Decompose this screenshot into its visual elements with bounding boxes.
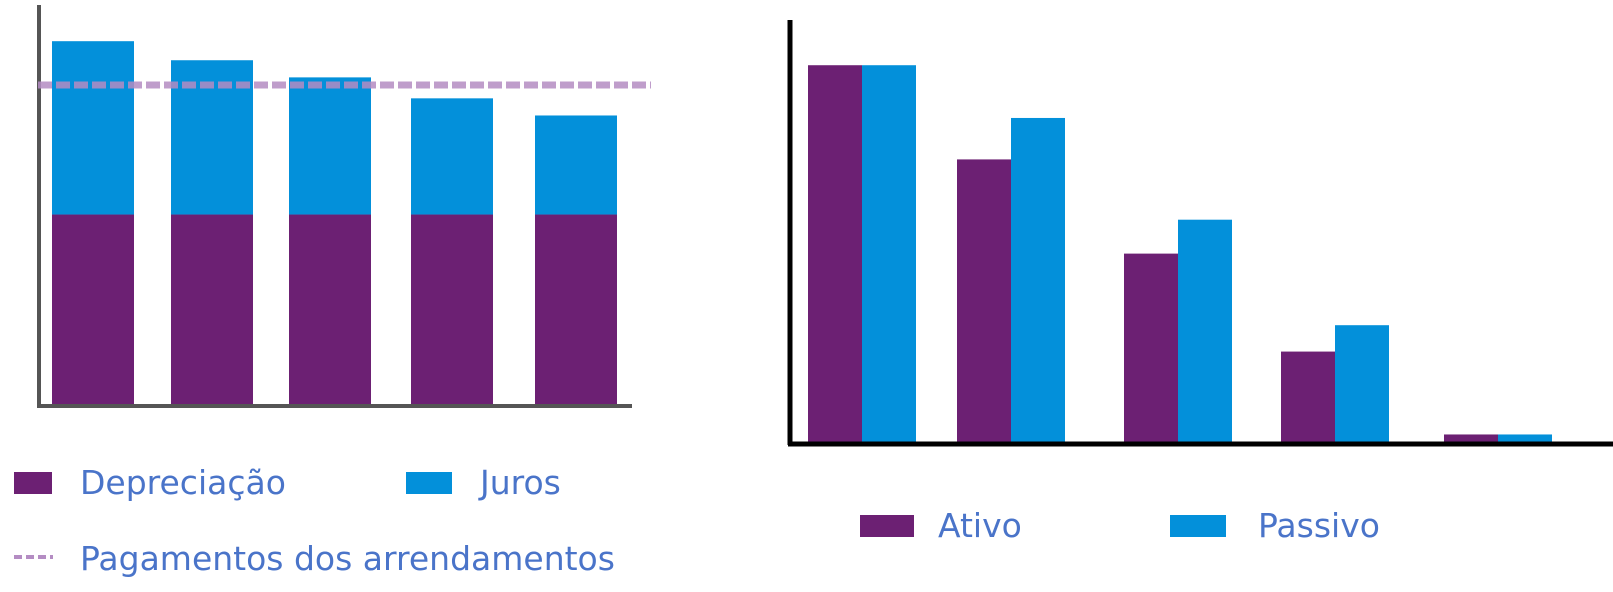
bar-passivo-1 bbox=[862, 65, 916, 442]
legend-left: Depreciação Juros Pagamentos dos arrendame… bbox=[14, 463, 615, 578]
legend-right: Ativo Passivo bbox=[860, 506, 1380, 545]
bar-juros-1 bbox=[52, 41, 134, 215]
legend-swatch-ativo bbox=[860, 515, 914, 537]
legend-swatch-passivo bbox=[1170, 515, 1226, 537]
bar-juros-4 bbox=[411, 98, 493, 215]
legend-label-depreciacao: Depreciação bbox=[80, 463, 286, 502]
bar-depreciacao-2 bbox=[171, 214, 253, 405]
legend-label-ativo: Ativo bbox=[938, 506, 1022, 545]
bar-passivo-2 bbox=[1011, 117, 1065, 442]
bar-ativo-3 bbox=[1124, 253, 1178, 442]
bar-juros-5 bbox=[535, 115, 617, 215]
bar-passivo-4 bbox=[1335, 325, 1389, 442]
bar-depreciacao-1 bbox=[52, 214, 134, 405]
bar-passivo-3 bbox=[1178, 219, 1232, 442]
bar-ativo-2 bbox=[957, 159, 1011, 443]
bar-depreciacao-3 bbox=[289, 214, 371, 405]
bar-depreciacao-5 bbox=[535, 214, 617, 405]
legend-label-passivo: Passivo bbox=[1258, 506, 1380, 545]
legend-swatch-depreciacao bbox=[14, 472, 52, 494]
legend-swatch-juros bbox=[406, 472, 452, 494]
bar-ativo-4 bbox=[1281, 351, 1335, 442]
stacked-bar-chart-left: Depreciação Juros Pagamentos dos arrendame… bbox=[14, 5, 651, 578]
bar-ativo-1 bbox=[808, 65, 862, 442]
legend-label-pagamentos: Pagamentos dos arrendamentos bbox=[80, 539, 615, 578]
bar-juros-3 bbox=[289, 77, 371, 215]
legend-label-juros: Juros bbox=[478, 463, 561, 502]
bar-depreciacao-4 bbox=[411, 214, 493, 405]
bar-ativo-5 bbox=[1444, 434, 1498, 442]
grouped-bar-chart-right: Ativo Passivo bbox=[787, 20, 1613, 545]
bar-passivo-5 bbox=[1498, 434, 1552, 442]
